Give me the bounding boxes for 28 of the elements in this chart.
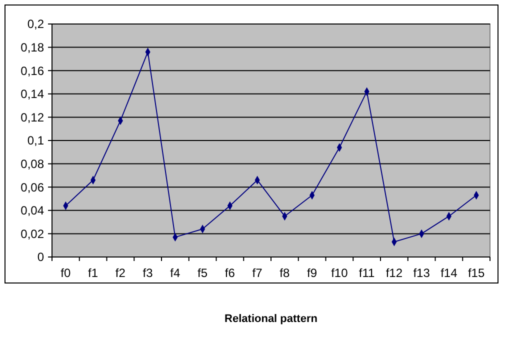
y-tick-label: 0	[37, 250, 44, 264]
x-tick-label: f8	[280, 266, 290, 280]
x-tick-label: f4	[170, 266, 181, 280]
x-tick-label: f12	[386, 266, 403, 280]
x-tick-label: f13	[413, 266, 430, 280]
x-tick-label: f10	[331, 266, 348, 280]
x-tick-label: f2	[115, 266, 126, 280]
x-axis-title: Relational pattern	[224, 313, 318, 325]
x-tick-label: f6	[224, 266, 236, 280]
y-tick-label: 0,08	[20, 157, 44, 171]
x-tick-label: f1	[88, 266, 98, 280]
y-tick-label: 0,04	[20, 204, 44, 218]
y-tick-label: 0,18	[20, 40, 44, 54]
y-tick-label: 0,1	[27, 134, 44, 148]
x-tick-label: f5	[198, 266, 208, 280]
y-tick-label: 0,06	[20, 180, 44, 194]
y-tick-label: 0,16	[20, 64, 44, 78]
x-tick-label: f11	[358, 266, 376, 280]
x-tick-label: f14	[440, 266, 458, 280]
x-tick-label: f0	[60, 266, 72, 280]
y-tick-label: 0,02	[20, 226, 44, 241]
y-tick-label: 0,14	[20, 87, 44, 102]
x-tick-label: f3	[142, 266, 154, 280]
y-tick-label: 0,12	[20, 110, 44, 124]
y-tick-label: 0,2	[27, 17, 44, 32]
x-tick-label: f9	[307, 266, 318, 280]
x-tick-label: f7	[252, 266, 263, 280]
x-tick-label: f15	[468, 266, 485, 280]
